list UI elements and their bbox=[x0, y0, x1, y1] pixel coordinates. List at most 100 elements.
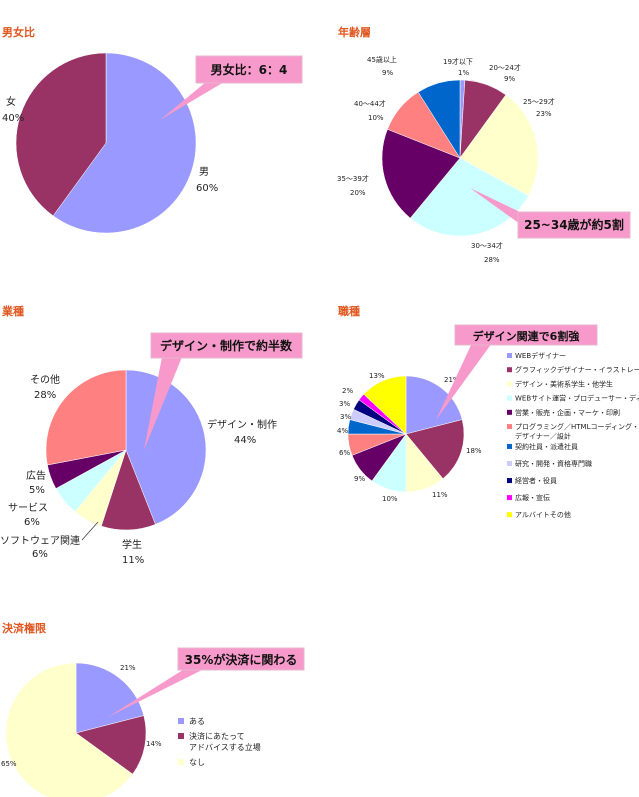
pie-slice-1-6 bbox=[417, 79, 461, 159]
gender-chart-title: 男女比 bbox=[2, 25, 35, 39]
authority-legend-label-2: アドバイスする立場 bbox=[189, 742, 261, 752]
occupation-legend-label-5: プログラミング／HTMLコーディング・プロダクト bbox=[515, 422, 639, 431]
occupation-legend-label-2: デザイン・美術系学生・他学生 bbox=[515, 379, 613, 388]
authority-legend-label-1: 決済にあたって bbox=[189, 731, 245, 741]
pie-slice-1-3 bbox=[409, 157, 529, 237]
occupation-legend-swatch-9 bbox=[507, 478, 512, 484]
industry-value-service: 6% bbox=[24, 517, 40, 528]
pie-slice-4-0 bbox=[75, 662, 145, 734]
occupation-value-sales: 9% bbox=[354, 475, 365, 483]
age-label-20-24: 20～24才 bbox=[489, 63, 521, 72]
occupation-legend-label-6: デザイナー／設計 bbox=[515, 431, 571, 440]
pie-slice-2-5 bbox=[45, 369, 127, 466]
gender-callout-box bbox=[195, 55, 303, 84]
gender-label-female: 女 bbox=[6, 95, 16, 108]
occupation-legend-label-10: 広報・宣伝 bbox=[515, 493, 550, 502]
gender-chart: 男女比 女 40% 男 60% 男女比：6：4 bbox=[2, 25, 303, 234]
pie-slice-3-10 bbox=[363, 375, 407, 435]
gender-callout-pointer bbox=[160, 82, 224, 120]
occupation-callout-text: デザイン関連で6割強 bbox=[473, 329, 580, 343]
gender-callout-text: 男女比：6：4 bbox=[211, 62, 288, 77]
authority-value-yes: 21% bbox=[120, 664, 136, 672]
industry-callout-text: デザイン・制作で約半数 bbox=[160, 338, 293, 353]
occupation-legend-swatch-11 bbox=[507, 512, 512, 518]
authority-value-no: 65% bbox=[1, 760, 17, 768]
age-callout-text: 25~34歳が約5割 bbox=[524, 217, 624, 232]
occupation-legend-swatch-10 bbox=[507, 495, 512, 501]
industry-callout-box bbox=[150, 332, 303, 359]
age-value-20-24: 9% bbox=[504, 75, 515, 83]
occupation-legend-label-7: 契約社員・派遣社員 bbox=[515, 442, 578, 451]
age-label-30-34: 30～34才 bbox=[471, 241, 503, 250]
occupation-pie bbox=[347, 375, 465, 493]
age-value-40-44: 10% bbox=[368, 114, 384, 122]
occupation-legend: WEBデザイナーグラフィックデザイナー・イラストレーターデザイン・美術系学生・他… bbox=[507, 351, 639, 519]
occupation-value-student: 11% bbox=[432, 491, 448, 499]
pie-slice-3-1 bbox=[405, 419, 465, 480]
occupation-legend-swatch-3 bbox=[507, 395, 512, 401]
age-chart-title: 年齢層 bbox=[338, 25, 371, 39]
industry-chart: 業種 デザイン・制作 44% 学生 11% ソフトウェア関連 6% サービス 6… bbox=[0, 304, 303, 566]
occupation-value-graphic: 18% bbox=[466, 447, 482, 455]
occupation-legend-swatch-7 bbox=[507, 443, 512, 449]
occupation-chart-title: 職種 bbox=[338, 304, 360, 318]
pie-slice-0-1 bbox=[15, 52, 107, 217]
occupation-legend-label-4: 営業・販売・企画・マーケ・印刷 bbox=[515, 408, 620, 417]
occupation-value-contract: 4% bbox=[337, 427, 348, 435]
occupation-value-web: 21% bbox=[444, 376, 460, 384]
industry-label-student: 学生 bbox=[122, 538, 142, 551]
age-value-25-29: 23% bbox=[536, 110, 552, 118]
industry-value-design: 44% bbox=[234, 435, 256, 446]
pie-slice-4-2 bbox=[5, 662, 133, 797]
age-label-19: 19才以下 bbox=[443, 57, 473, 66]
authority-callout-text: 35%が決済に関わる bbox=[185, 652, 298, 667]
occupation-legend-swatch-2 bbox=[507, 381, 512, 387]
occupation-value-executive: 3% bbox=[339, 400, 350, 408]
authority-callout-pointer bbox=[108, 668, 206, 717]
age-label-40-44: 40～44才 bbox=[354, 99, 386, 108]
age-value-30-34: 28% bbox=[484, 256, 500, 264]
occupation-callout-pointer bbox=[436, 343, 492, 420]
age-label-25-29: 25～29才 bbox=[523, 97, 555, 106]
industry-value-student: 11% bbox=[122, 555, 144, 566]
authority-chart-title: 決済権限 bbox=[2, 621, 46, 635]
gender-value-female: 40% bbox=[2, 113, 24, 124]
industry-label-ad: 広告 bbox=[26, 469, 46, 482]
occupation-legend-label-1: グラフィックデザイナー・イラストレーター bbox=[515, 365, 639, 374]
industry-label-service: サービス bbox=[8, 502, 48, 514]
age-value-19: 1% bbox=[458, 69, 469, 77]
age-callout-pointer bbox=[470, 188, 520, 224]
age-value-35-39: 20% bbox=[350, 189, 366, 197]
age-pie bbox=[381, 79, 539, 237]
occupation-chart: 職種 21% 18% 11% 10% 9% 6% 4% 3% 3% 2% 13%… bbox=[337, 304, 639, 519]
occupation-legend-swatch-8 bbox=[507, 460, 512, 466]
industry-leader-line bbox=[81, 521, 99, 541]
industry-pie bbox=[45, 369, 207, 531]
industry-value-other: 28% bbox=[34, 390, 56, 401]
occupation-legend-label-0: WEBデザイナー bbox=[515, 351, 566, 360]
occupation-legend-swatch-5 bbox=[507, 424, 512, 430]
occupation-value-pr: 2% bbox=[342, 387, 353, 395]
occupation-legend-label-9: 経営者・役員 bbox=[515, 476, 557, 485]
authority-callout-box bbox=[177, 647, 305, 671]
authority-legend-swatch-3 bbox=[178, 759, 184, 765]
occupation-callout-box bbox=[454, 324, 598, 346]
pie-slice-3-0 bbox=[405, 375, 463, 435]
authority-value-advise: 14% bbox=[146, 740, 162, 748]
gender-value-male: 60% bbox=[196, 183, 218, 194]
age-chart: 年齢層 19才以下 1% 20～24才 9% 25～29才 23% 30～34才… bbox=[337, 25, 631, 264]
industry-value-software: 6% bbox=[32, 549, 48, 560]
occupation-legend-label-11: アルバイトその他 bbox=[515, 510, 571, 519]
pie-slice-2-0 bbox=[125, 369, 207, 525]
occupation-value-research: 3% bbox=[340, 413, 351, 421]
gender-pie bbox=[15, 52, 197, 234]
age-callout-box bbox=[517, 211, 631, 239]
authority-pie bbox=[5, 662, 147, 797]
occupation-value-programming: 6% bbox=[339, 449, 350, 457]
industry-label-software: ソフトウェア関連 bbox=[0, 534, 80, 547]
authority-legend-label-3: なし bbox=[189, 758, 205, 767]
industry-label-design: デザイン・制作 bbox=[207, 418, 277, 431]
